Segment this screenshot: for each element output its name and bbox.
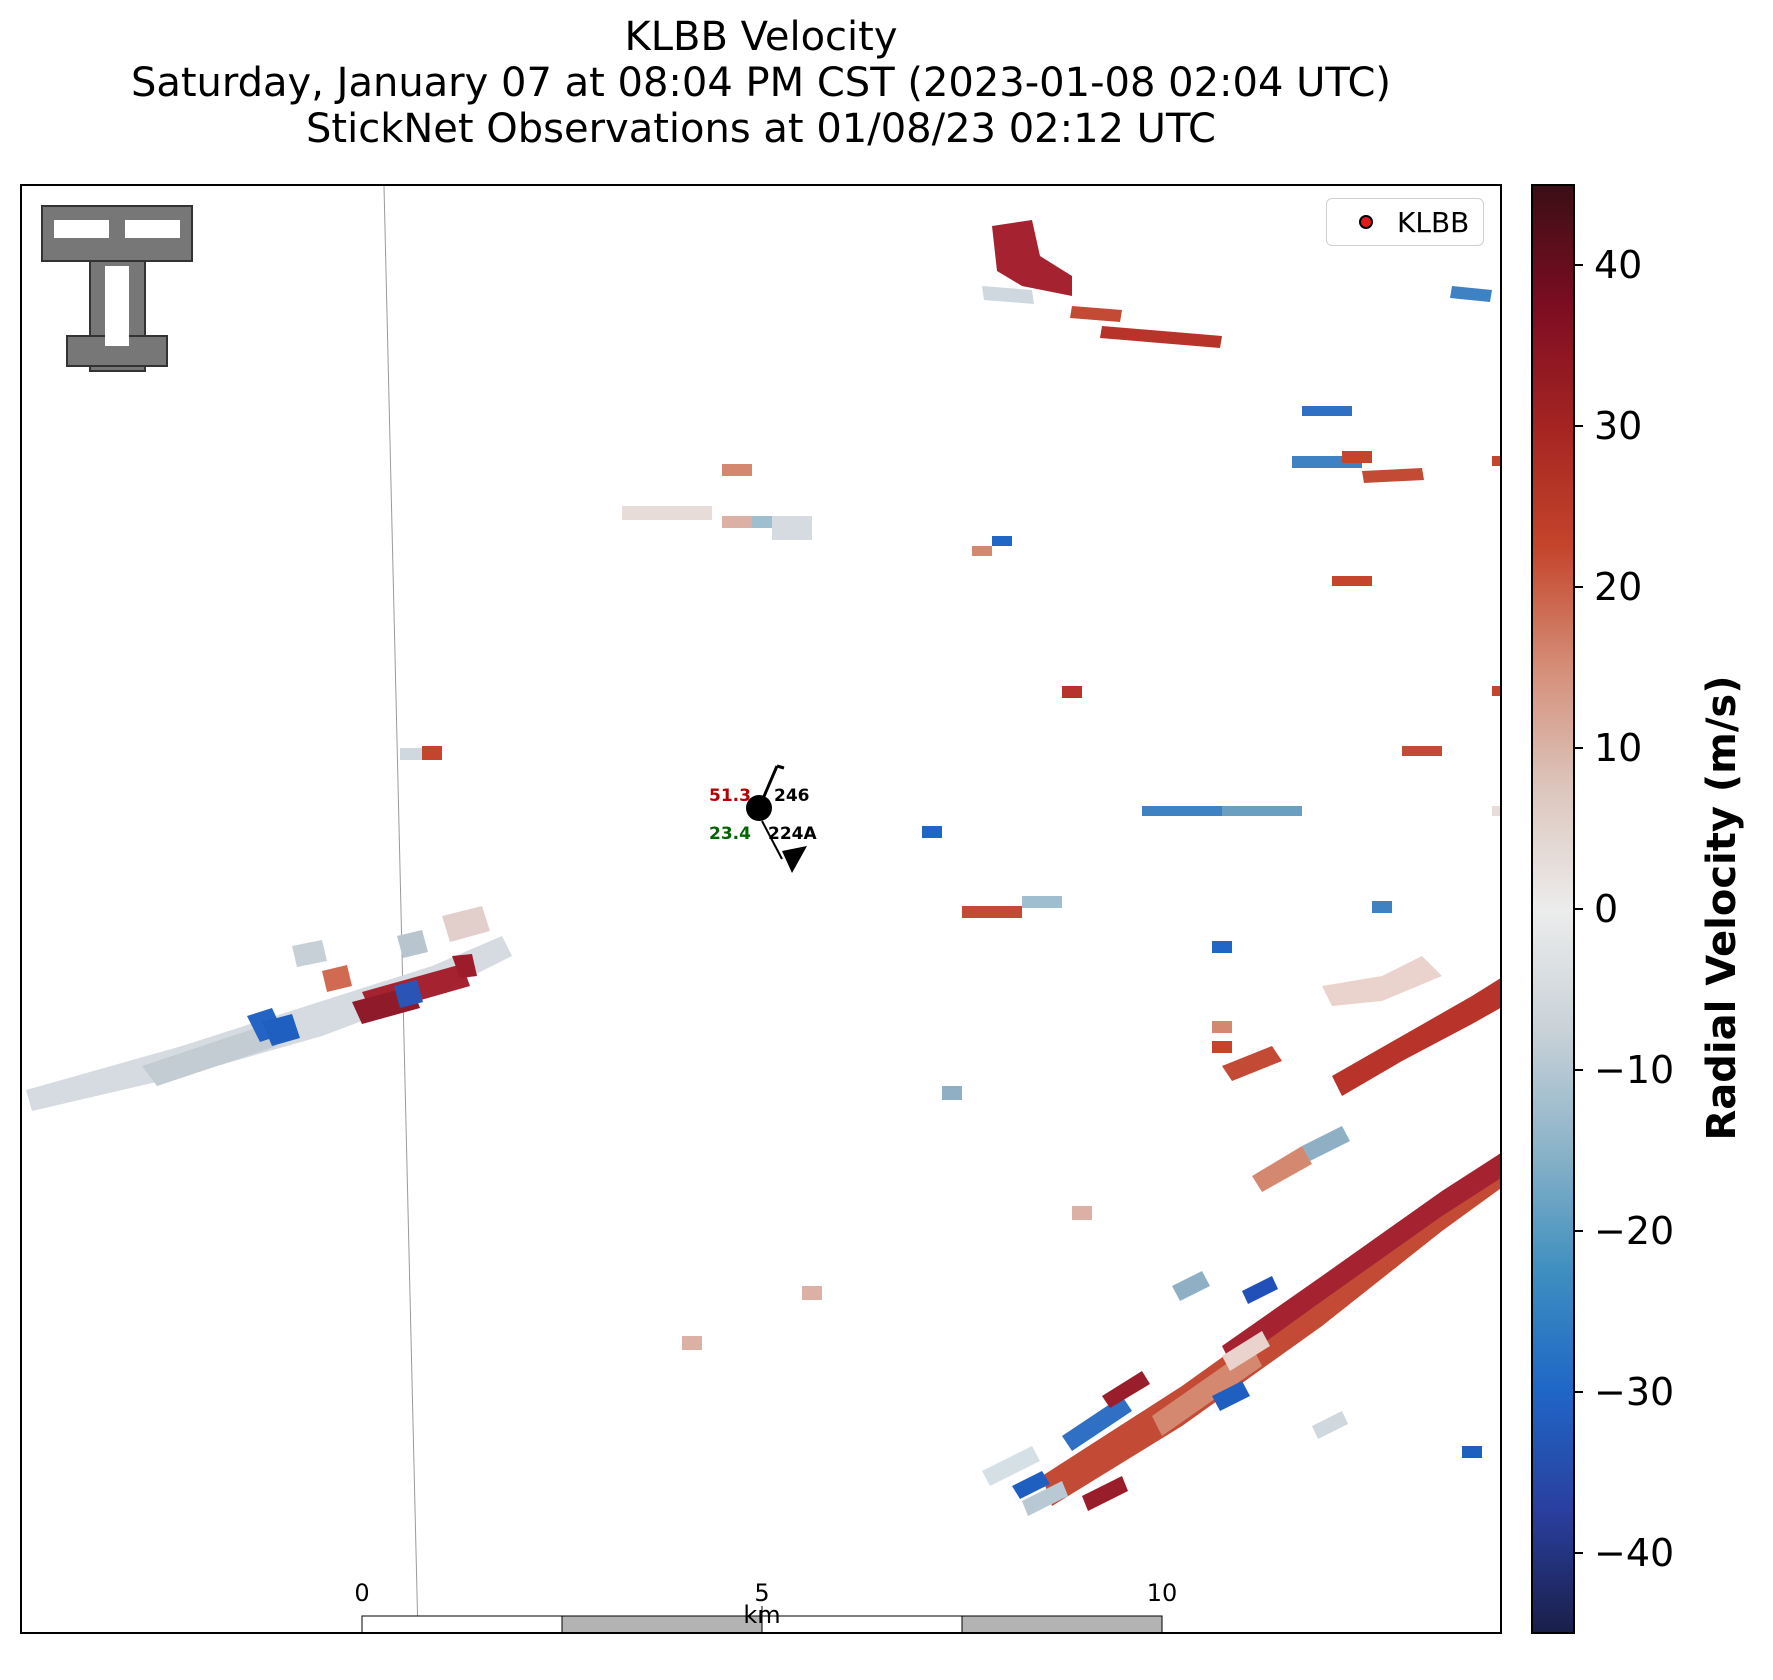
colorbar-tick-label: −10 [1594,1048,1675,1093]
radar-echo-band-west [26,906,512,1111]
station-temperature: 51.3 [709,786,751,806]
colorbar-tick-label: 0 [1594,887,1619,931]
title-sticknet: StickNet Observations at 01/08/23 02:12 … [306,106,1216,152]
colorbar-tick-mark [1575,585,1583,588]
scale-tick-5: 5 [754,1579,770,1607]
colorbar-tick-label: −20 [1594,1209,1675,1254]
colorbar-tick-mark [1575,1552,1583,1555]
colorbar-tick-mark [1575,263,1583,266]
title-radar: KLBB Velocity [624,14,898,60]
legend-label: KLBB [1397,206,1470,239]
radar-echo-band-east [1222,956,1500,1192]
colorbar-tick-label: 30 [1594,403,1643,448]
scale-unit: km [743,1601,781,1629]
station-id: 246 [774,786,810,806]
klbb-marker-icon [1359,215,1373,229]
scale-tick-10: 10 [1146,1579,1178,1607]
colorbar-tick-label: 20 [1594,564,1643,609]
radar-map-panel: KLBB 51.3 246 23.4 224A 0 5 10 km [20,184,1502,1634]
map-legend: KLBB [1326,198,1484,246]
colorbar-tick-mark [1575,1069,1583,1072]
colorbar-tick-label: −30 [1594,1370,1675,1415]
scale-tick-0: 0 [354,1579,370,1607]
colorbar-tick-label: 10 [1594,725,1643,770]
colorbar-tick-label: 40 [1594,242,1643,287]
colorbar-tick-label: −40 [1594,1531,1675,1576]
county-line [383,186,419,1632]
colorbar-tick-mark [1575,424,1583,427]
radar-velocity-field [26,186,1500,1632]
radar-echo-scatter [400,406,1500,1458]
station-id-2: 224A [768,824,817,844]
station-dewpoint: 23.4 [709,824,751,844]
colorbar-tick-mark [1575,908,1583,910]
radar-echo-band-southeast [982,1153,1500,1516]
colorbar-title: Radial Velocity (m/s) [1699,675,1745,1141]
colorbar-tick-mark [1575,746,1583,749]
texas-tech-logo [41,205,193,372]
title-datetime: Saturday, January 07 at 08:04 PM CST (20… [130,60,1392,106]
scale-bar [361,1606,1163,1632]
radar-echo-cell-north [982,220,1492,483]
colorbar-tick-mark [1575,1391,1583,1394]
figure-title: KLBB Velocity Saturday, January 07 at 08… [20,14,1502,152]
colorbar [1531,184,1575,1634]
colorbar-tick-mark [1575,1230,1583,1233]
sticknet-station-marker [746,764,807,873]
